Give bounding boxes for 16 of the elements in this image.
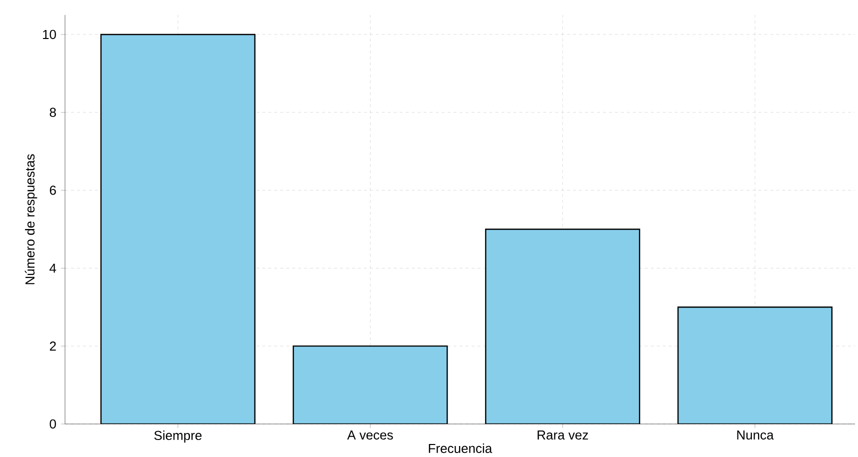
y-tick-label: 0 <box>50 419 56 428</box>
y-tick-label: 8 <box>50 108 56 117</box>
bar <box>485 228 640 424</box>
bar <box>292 345 448 424</box>
x-tick-label: Nunca <box>737 430 774 440</box>
x-tick-label: Siempre <box>154 430 202 442</box>
bar <box>100 34 256 424</box>
x-axis-title: Frecuencia <box>428 443 492 453</box>
x-tick-label: A veces <box>347 430 393 440</box>
y-tick-label: 2 <box>50 341 56 350</box>
x-tick-label: Rara vez <box>538 430 588 440</box>
y-tick-label: 10 <box>43 30 56 39</box>
y-tick-label: 6 <box>50 185 56 195</box>
bar <box>677 306 833 424</box>
y-tick-label: 4 <box>50 264 56 272</box>
y-axis-title: Número de respuestas <box>24 154 38 284</box>
